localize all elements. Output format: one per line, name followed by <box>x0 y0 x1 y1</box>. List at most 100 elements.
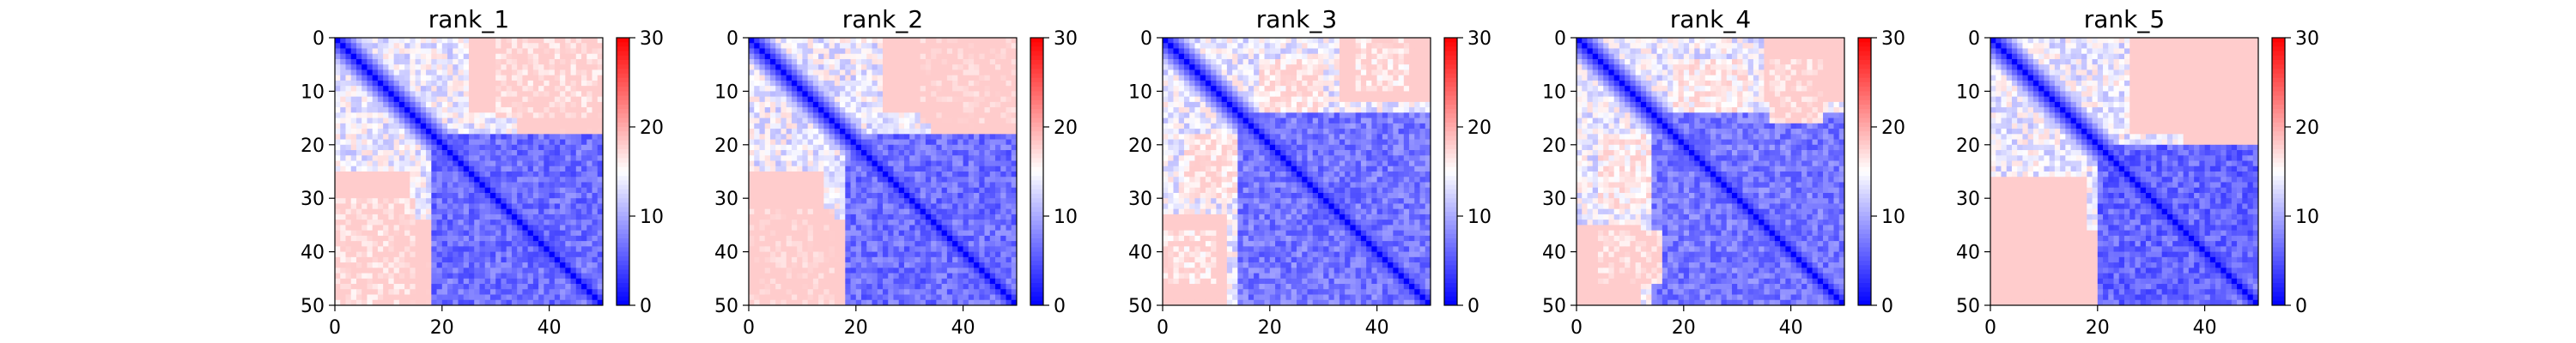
heatmap-cell <box>872 38 878 44</box>
heatmap-cell <box>957 182 963 189</box>
heatmap-cell <box>544 203 550 210</box>
heatmap-cell <box>489 230 496 237</box>
heatmap-cell <box>893 80 900 87</box>
heatmap-cell <box>936 284 942 290</box>
heatmap-cell <box>484 241 491 247</box>
heatmap-cell <box>489 299 496 306</box>
heatmap-cell <box>769 53 776 60</box>
heatmap-cell <box>426 160 432 167</box>
heatmap-cell <box>963 251 969 258</box>
heatmap-cell <box>554 38 561 44</box>
heatmap-cell <box>920 53 927 60</box>
heatmap-cell <box>501 172 507 178</box>
heatmap-cell <box>447 294 453 301</box>
heatmap-cell <box>883 58 889 65</box>
heatmap-cell <box>888 96 894 103</box>
heatmap-cell <box>469 172 475 178</box>
heatmap-cell <box>931 80 937 87</box>
heatmap-cell <box>974 150 980 156</box>
heatmap-cell <box>410 262 416 268</box>
heatmap-cell <box>855 230 862 237</box>
heatmap-cell <box>936 214 942 220</box>
heatmap-cell <box>335 165 341 172</box>
heatmap-cell <box>415 241 422 247</box>
heatmap-cell <box>872 91 878 97</box>
heatmap-cell <box>941 262 948 268</box>
heatmap-cell <box>834 91 841 97</box>
heatmap-cell <box>469 129 475 135</box>
heatmap-cell <box>818 220 824 226</box>
heatmap-cell <box>872 182 878 189</box>
heatmap-cell <box>974 268 980 274</box>
heatmap-cell <box>850 129 857 135</box>
heatmap-cell <box>367 117 374 124</box>
heatmap-cell <box>764 58 771 65</box>
heatmap-cell <box>931 112 937 118</box>
heatmap-cell <box>361 91 368 97</box>
heatmap-cell <box>936 241 942 247</box>
heatmap-cell <box>441 129 448 135</box>
heatmap-cell <box>764 96 771 103</box>
colorbar-segment <box>617 131 629 136</box>
heatmap-cell <box>963 198 969 204</box>
heatmap-cell <box>818 165 824 172</box>
heatmap-cell <box>388 198 394 204</box>
heatmap-cell <box>404 107 410 113</box>
heatmap-cell <box>522 203 528 210</box>
heatmap-cell <box>570 160 577 167</box>
heatmap-cell <box>872 107 878 113</box>
heatmap-cell <box>877 96 884 103</box>
heatmap-cell <box>506 48 513 55</box>
heatmap-cell <box>812 160 819 167</box>
heatmap-cell <box>866 225 872 231</box>
heatmap-cell <box>393 48 400 55</box>
heatmap-cell <box>888 144 894 151</box>
heatmap-cell <box>592 165 598 172</box>
heatmap-cell <box>995 262 1001 268</box>
heatmap-cell <box>479 53 486 60</box>
heatmap-cell <box>426 172 432 178</box>
heatmap-cell <box>861 160 867 167</box>
heatmap-cell <box>565 91 571 97</box>
heatmap-cell <box>807 117 814 124</box>
heatmap-cell <box>532 268 539 274</box>
colorbar-segment <box>617 243 629 248</box>
heatmap-cell <box>436 208 443 215</box>
heatmap-cell <box>570 273 577 280</box>
heatmap-cell <box>749 182 755 189</box>
heatmap-cell <box>1005 91 1012 97</box>
heatmap-cell <box>802 160 808 167</box>
heatmap-cell <box>974 96 980 103</box>
heatmap-cell <box>350 273 357 280</box>
heatmap-cell <box>355 230 362 237</box>
heatmap-cell <box>393 144 400 151</box>
heatmap-cell <box>802 43 808 49</box>
heatmap-cell <box>426 96 432 103</box>
heatmap-cell <box>968 262 975 268</box>
heatmap-cell <box>398 220 405 226</box>
heatmap-cell <box>474 241 480 247</box>
heatmap-cell <box>367 273 374 280</box>
heatmap-cell <box>845 268 851 274</box>
heatmap-cell <box>1000 225 1006 231</box>
heatmap-cell <box>544 80 550 87</box>
heatmap-cell <box>968 182 975 189</box>
heatmap-cell <box>484 96 491 103</box>
heatmap-cell <box>829 225 835 231</box>
heatmap-cell <box>377 155 384 161</box>
heatmap-cell <box>410 235 416 242</box>
heatmap-cell <box>398 230 405 237</box>
heatmap-cell <box>372 64 379 70</box>
heatmap-cell <box>925 268 932 274</box>
heatmap-cell <box>802 134 808 140</box>
heatmap-cell <box>501 69 507 76</box>
heatmap-cell <box>453 107 459 113</box>
heatmap-cell <box>946 38 953 44</box>
colorbar-segment <box>617 144 629 150</box>
heatmap-cell <box>786 69 793 76</box>
heatmap-cell <box>350 198 357 204</box>
heatmap-cell <box>749 150 755 156</box>
heatmap-cell <box>1005 86 1012 92</box>
heatmap-cell <box>484 268 491 274</box>
heatmap-cell <box>372 38 379 44</box>
